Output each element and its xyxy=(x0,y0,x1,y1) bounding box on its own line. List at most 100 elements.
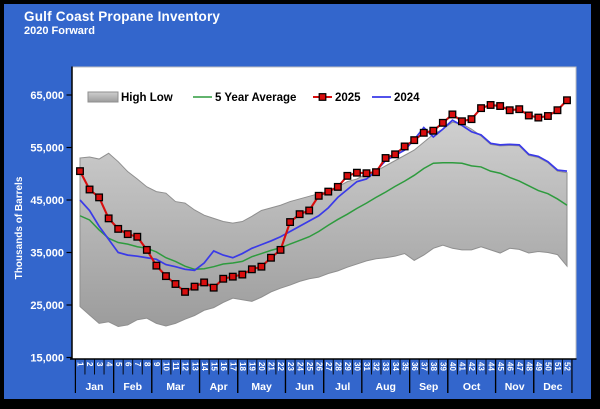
week-label: 42 xyxy=(467,362,476,371)
legend-marker-2025 xyxy=(318,93,327,101)
legend-label-2025: 2025 xyxy=(335,92,361,104)
week-label: 21 xyxy=(267,362,276,371)
y-axis-tick-label: 55,000 xyxy=(30,142,64,154)
marker-2025 xyxy=(372,168,380,177)
legend-label-2024: 2024 xyxy=(394,92,420,104)
week-label: 3 xyxy=(95,362,104,367)
marker-2025 xyxy=(333,182,342,191)
marker-2025 xyxy=(257,262,266,271)
week-label: 51 xyxy=(553,362,562,371)
y-axis-tick-label: 65,000 xyxy=(30,90,64,102)
five-year-average-line xyxy=(79,161,568,271)
marker-2025 xyxy=(305,206,314,215)
week-label: 29 xyxy=(343,362,352,371)
marker-2025 xyxy=(543,112,552,120)
week-label: 30 xyxy=(353,362,362,371)
marker-2025 xyxy=(76,167,84,176)
marker-2025 xyxy=(410,136,419,145)
week-label: 40 xyxy=(448,362,457,371)
week-label: 19 xyxy=(248,362,257,371)
week-label: 37 xyxy=(419,362,428,371)
marker-2025 xyxy=(85,185,94,194)
month-label: Apr xyxy=(210,381,228,393)
week-label: 10 xyxy=(162,362,171,371)
week-label: 43 xyxy=(477,362,486,371)
week-label: 38 xyxy=(429,362,438,371)
week-label: 34 xyxy=(391,362,400,371)
chart-title: Gulf Coast Propane Inventory xyxy=(24,9,221,24)
week-label: 26 xyxy=(314,362,323,371)
month-label: Feb xyxy=(123,381,142,393)
week-label: 32 xyxy=(372,362,381,371)
high-low-band xyxy=(79,121,568,328)
marker-2025 xyxy=(142,245,151,254)
week-label: 22 xyxy=(276,362,285,371)
marker-2025 xyxy=(496,102,505,110)
week-label: 6 xyxy=(123,362,132,367)
week-label: 14 xyxy=(200,362,209,371)
week-label: 44 xyxy=(486,362,495,371)
week-label: 1 xyxy=(76,362,85,367)
y-axis-tick-label: 15,000 xyxy=(30,352,64,364)
month-label: Dec xyxy=(543,381,562,393)
marker-2025 xyxy=(343,171,352,180)
marker-2025 xyxy=(295,210,304,219)
marker-2025 xyxy=(152,261,161,270)
month-label: Jan xyxy=(85,381,103,393)
marker-2025 xyxy=(286,218,295,226)
marker-2025 xyxy=(247,265,256,274)
week-label: 9 xyxy=(152,362,161,367)
month-label: Jun xyxy=(295,381,314,393)
marker-2025 xyxy=(515,105,524,114)
legend: High Low 5 Year Average 2025 2024 xyxy=(87,91,420,104)
week-label: 20 xyxy=(257,362,266,371)
chart-title-block: Gulf Coast Propane Inventory 2020 Forwar… xyxy=(24,9,220,37)
marker-2025 xyxy=(104,214,113,223)
week-label: 25 xyxy=(305,362,314,371)
month-label: Mar xyxy=(166,381,185,393)
legend-label-5yr-average: 5 Year Average xyxy=(215,92,296,104)
week-label: 52 xyxy=(563,362,572,371)
marker-2025 xyxy=(276,245,285,254)
week-label: 5 xyxy=(114,362,123,367)
week-label: 7 xyxy=(133,362,142,367)
marker-2025 xyxy=(438,118,447,127)
legend-swatch-high-low xyxy=(87,91,119,103)
marker-2025 xyxy=(477,104,486,113)
marker-2025 xyxy=(458,117,466,126)
marker-2025 xyxy=(362,169,371,178)
marker-2025 xyxy=(467,115,476,124)
y-axis-tick-label: 25,000 xyxy=(30,300,64,312)
marker-2025 xyxy=(171,280,180,288)
marker-2025 xyxy=(314,191,323,200)
marker-2025 xyxy=(486,101,495,109)
month-label: May xyxy=(251,381,272,393)
marker-2025 xyxy=(429,126,438,135)
week-label: 18 xyxy=(238,362,247,371)
marker-2025 xyxy=(324,187,333,196)
marker-2025 xyxy=(238,270,247,279)
legend-label-high-low: High Low xyxy=(121,92,173,104)
marker-2025 xyxy=(391,150,400,159)
month-label: Aug xyxy=(376,381,396,393)
marker-2025 xyxy=(200,278,209,287)
marker-2025 xyxy=(190,282,199,291)
week-label: 39 xyxy=(439,362,448,371)
marker-2025 xyxy=(161,272,170,281)
marker-2025 xyxy=(181,287,189,296)
marker-2025 xyxy=(524,111,533,120)
week-label: 41 xyxy=(458,362,467,371)
week-label: 47 xyxy=(515,362,524,371)
week-label: 13 xyxy=(190,362,199,371)
week-label: 2 xyxy=(85,362,94,367)
marker-2025 xyxy=(352,168,361,177)
week-label: 15 xyxy=(209,362,218,371)
marker-2025 xyxy=(419,128,428,137)
week-label: 45 xyxy=(496,362,505,371)
y-axis-title: Thousands of Barrels xyxy=(14,176,25,279)
week-label: 11 xyxy=(171,362,180,371)
week-label: 23 xyxy=(286,362,295,371)
marker-2025 xyxy=(381,154,390,162)
